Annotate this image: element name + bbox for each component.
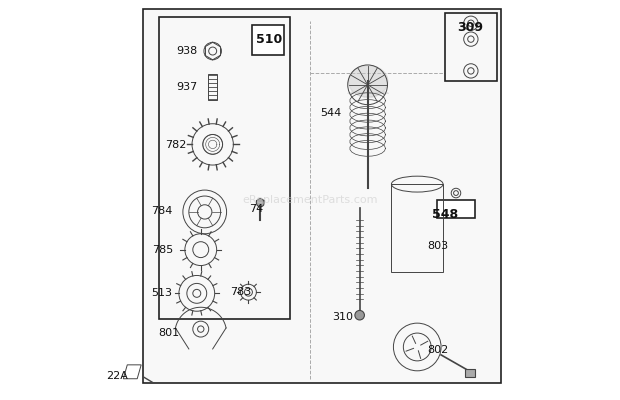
Circle shape bbox=[257, 199, 264, 207]
Text: 310: 310 bbox=[332, 312, 353, 322]
Text: 937: 937 bbox=[177, 82, 198, 92]
Bar bbox=[208, 74, 218, 100]
Text: 784: 784 bbox=[151, 206, 173, 216]
Text: 544: 544 bbox=[321, 108, 342, 118]
Text: 510: 510 bbox=[256, 33, 283, 46]
Text: 782: 782 bbox=[165, 140, 186, 150]
Text: 309: 309 bbox=[457, 21, 483, 34]
Text: 513: 513 bbox=[151, 288, 172, 298]
Text: 938: 938 bbox=[177, 46, 198, 56]
Text: 74: 74 bbox=[249, 204, 264, 214]
Text: eReplacementParts.com: eReplacementParts.com bbox=[242, 195, 378, 205]
Text: 802: 802 bbox=[427, 345, 448, 355]
Bar bbox=[396, 254, 427, 268]
Bar bbox=[159, 17, 290, 319]
Bar bbox=[437, 200, 475, 218]
Text: 785: 785 bbox=[152, 245, 173, 255]
Bar bbox=[445, 13, 497, 81]
Bar bbox=[252, 25, 284, 55]
Text: 783: 783 bbox=[231, 287, 252, 297]
Text: 22A: 22A bbox=[107, 370, 128, 380]
Circle shape bbox=[355, 310, 365, 320]
Bar bbox=[391, 184, 443, 272]
Text: 801: 801 bbox=[159, 328, 180, 338]
Text: 548: 548 bbox=[432, 208, 458, 221]
Text: 803: 803 bbox=[427, 241, 448, 251]
Bar bbox=[465, 369, 475, 377]
